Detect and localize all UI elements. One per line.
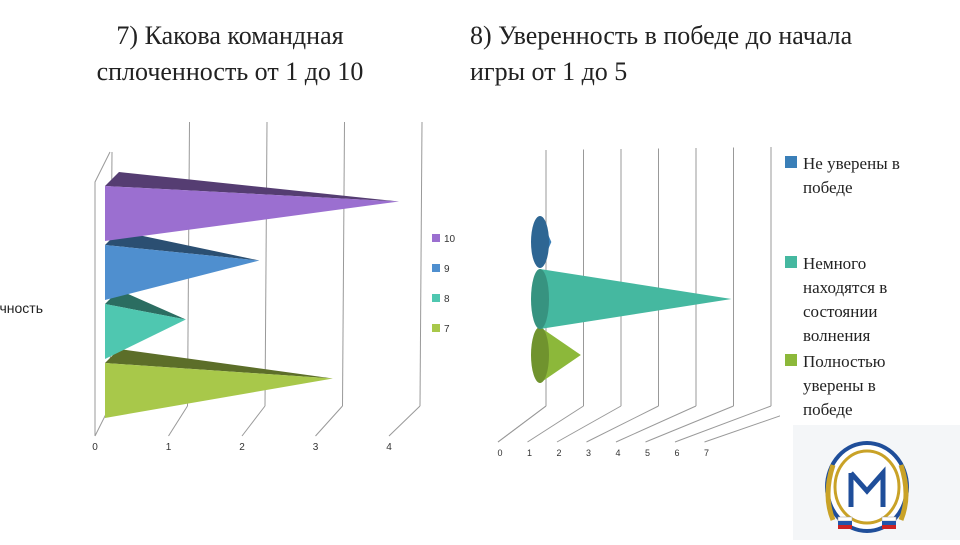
bar-base: [531, 327, 549, 383]
x-tick-label: 5: [645, 448, 650, 458]
bar: [105, 186, 399, 241]
chart2-ticks: 0 1 2 3 4 5 6 7: [497, 448, 709, 458]
x-tick-label: 3: [586, 448, 591, 458]
legend-swatch: [785, 354, 797, 366]
x-tick-label: 4: [386, 442, 392, 453]
bar: [540, 269, 732, 329]
grid-floor-line: [315, 405, 343, 437]
grid-floor-line: [527, 405, 584, 443]
chart2-legend: Не уверены в победе: [785, 152, 918, 200]
legend-label: Немного находятся в состоянии волнения: [803, 254, 888, 345]
chart2-legend-item: Немного находятся в состоянии волнения: [785, 252, 918, 348]
legend-label: 7: [444, 324, 450, 335]
axis-line: [497, 405, 547, 443]
x-tick-label: 2: [556, 448, 561, 458]
chart2-legend: Немного находятся в состоянии волнения: [785, 252, 918, 348]
chart1: 0 1 2 3 4 10 9 8 7 очность: [0, 121, 456, 453]
bar: [105, 304, 186, 359]
chart2: 0 1 2 3 4 5 6 7: [497, 147, 780, 458]
chart2-title: 8) Уверенность в победе до начала игры о…: [470, 21, 853, 86]
bar-top-face: [105, 231, 260, 261]
chart1-ylabel: очность: [0, 300, 43, 316]
bar-top-face: [105, 290, 186, 320]
x-tick-label: 0: [497, 448, 502, 458]
bar: [540, 327, 581, 383]
bar: [105, 245, 260, 300]
legend-swatch: [432, 294, 440, 302]
grid-floor-line: [645, 405, 734, 443]
grid-floor-line: [168, 405, 188, 437]
legend-label: 9: [444, 264, 450, 275]
grid-floor-line: [388, 405, 421, 437]
chart2-legend-item: Не уверены в победе: [785, 152, 918, 200]
chart1-marks: [105, 172, 399, 418]
x-tick-label: 7: [704, 448, 709, 458]
legend-label: Полностью уверены в победе: [803, 352, 886, 419]
legend-swatch: [785, 256, 797, 268]
chart2-legend: Полностью уверены в победе: [785, 350, 918, 422]
x-tick-label: 1: [527, 448, 532, 458]
chart2-legend-item: Полностью уверены в победе: [785, 350, 918, 422]
bar-base: [531, 269, 549, 329]
bar-top-face: [105, 349, 333, 379]
legend-label: Не уверены в победе: [803, 154, 900, 197]
x-tick-label: 0: [92, 442, 98, 453]
chart1-legend: 10 9 8 7: [432, 234, 456, 335]
x-tick-label: 6: [674, 448, 679, 458]
x-tick-label: 4: [615, 448, 620, 458]
bar-base: [531, 216, 549, 268]
legend-swatch: [432, 324, 440, 332]
axis-wall-line: [94, 151, 111, 436]
x-tick-label: 3: [313, 442, 319, 453]
legend-swatch: [432, 234, 440, 242]
chart2-marks: [531, 216, 732, 383]
bar: [105, 363, 333, 418]
legend-swatch: [432, 264, 440, 272]
gridline: [419, 121, 423, 407]
university-emblem-icon: [793, 425, 960, 540]
grid-floor-line: [674, 405, 772, 443]
grid-floor-line: [704, 415, 780, 443]
gridline: [342, 121, 345, 407]
chart1-ticks: 0 1 2 3 4: [92, 442, 392, 453]
x-tick-label: 2: [239, 442, 245, 453]
gridline: [264, 121, 268, 407]
x-tick-label: 1: [166, 442, 172, 453]
legend-label: 10: [444, 234, 456, 245]
grid-floor-line: [615, 405, 697, 443]
grid-floor-line: [241, 405, 266, 437]
legend-label: 8: [444, 294, 450, 305]
chart1-title: 7) Какова командная сплоченность от 1 до…: [96, 21, 364, 86]
grid-floor-line: [586, 405, 659, 443]
bar-top-face: [105, 172, 399, 202]
grid-floor-line: [556, 405, 622, 443]
legend-swatch: [785, 156, 797, 168]
